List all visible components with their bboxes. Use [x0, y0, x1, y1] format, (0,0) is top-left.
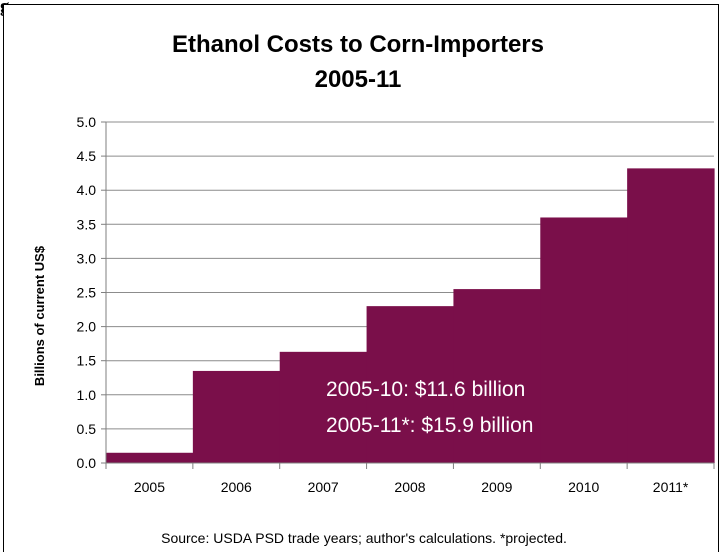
chart-subtitle: 2005-11 [315, 66, 402, 93]
bar-2011-projected [627, 168, 715, 463]
x-tick-label: 2008 [394, 479, 425, 495]
annotation-line-2: 2005-11*: $15.9 billion [326, 414, 533, 437]
y-ticks: 0.0 0.5 1.0 1.5 2.0 2.5 3.0 3.5 4.0 4.5 5.0 [77, 114, 107, 471]
bar-2006 [192, 370, 281, 463]
y-tick-label: 3.0 [77, 250, 97, 266]
bar-2010 [540, 217, 628, 463]
x-ticks: 2005 2006 2007 2008 2009 2010 2011* [105, 463, 715, 495]
y-tick-label: 3.5 [77, 216, 97, 232]
bar-2005 [106, 452, 194, 463]
y-axis-label: Billions of current US$ [32, 245, 47, 386]
source-note: Source: USDA PSD trade years; author's c… [161, 530, 567, 546]
bars [106, 168, 715, 463]
y-tick-label: 1.0 [77, 387, 97, 403]
y-tick-label: 1.5 [77, 353, 97, 369]
y-tick-label: 5.0 [77, 114, 97, 130]
x-tick-label: 2009 [481, 479, 512, 495]
x-tick-label: 2010 [568, 479, 599, 495]
bar-2007 [279, 351, 368, 463]
chart-title: Ethanol Costs to Corn-Importers [172, 31, 544, 58]
annotation-line-1: 2005-10: $11.6 billion [326, 378, 525, 401]
bar-2008 [366, 306, 455, 463]
y-tick-label: 2.0 [77, 319, 97, 335]
x-tick-label: 2005 [134, 479, 165, 495]
y-tick-label: 4.0 [77, 182, 97, 198]
y-tick-label: 0.0 [77, 455, 97, 471]
y-tick-label: 2.5 [77, 285, 97, 301]
y-tick-label: 4.5 [77, 148, 97, 164]
x-tick-label: 2007 [308, 479, 339, 495]
x-tick-label: 2006 [221, 479, 252, 495]
y-tick-label: 0.5 [77, 421, 97, 437]
x-tick-label: 2011* [653, 479, 689, 495]
bar-2009 [453, 289, 541, 463]
